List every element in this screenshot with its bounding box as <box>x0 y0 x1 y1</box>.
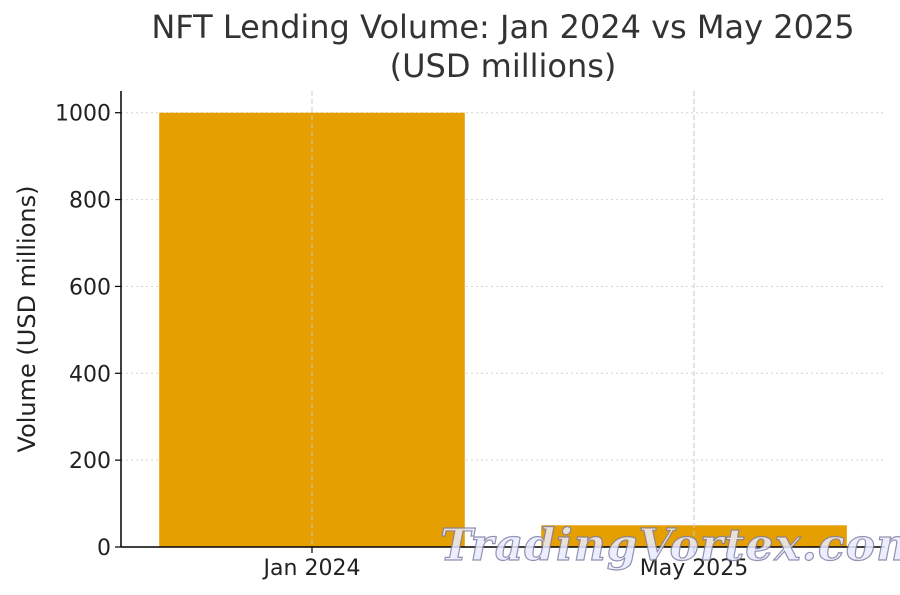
bars <box>159 91 847 547</box>
y-axis-label: Volume (USD millions) <box>13 186 41 453</box>
y-tick-label: 1000 <box>55 102 111 127</box>
y-tick-label: 800 <box>69 189 111 214</box>
y-tick-label: 0 <box>97 536 111 561</box>
x-tick-label: Jan 2024 <box>262 556 361 581</box>
y-tick-label: 600 <box>69 275 111 300</box>
y-tick-label: 200 <box>69 449 111 474</box>
bar <box>159 112 465 547</box>
x-tick-label: May 2025 <box>640 556 748 581</box>
bar <box>541 525 847 547</box>
chart-title-line2: (USD millions) <box>389 47 617 85</box>
y-tick-label: 400 <box>69 362 111 387</box>
chart-title: NFT Lending Volume: Jan 2024 vs May 2025… <box>121 8 885 86</box>
axes: 0 200 400 600 800 1000 Jan 2024 May 2025 <box>55 91 885 581</box>
chart-title-line1: NFT Lending Volume: Jan 2024 vs May 2025 <box>151 8 855 46</box>
